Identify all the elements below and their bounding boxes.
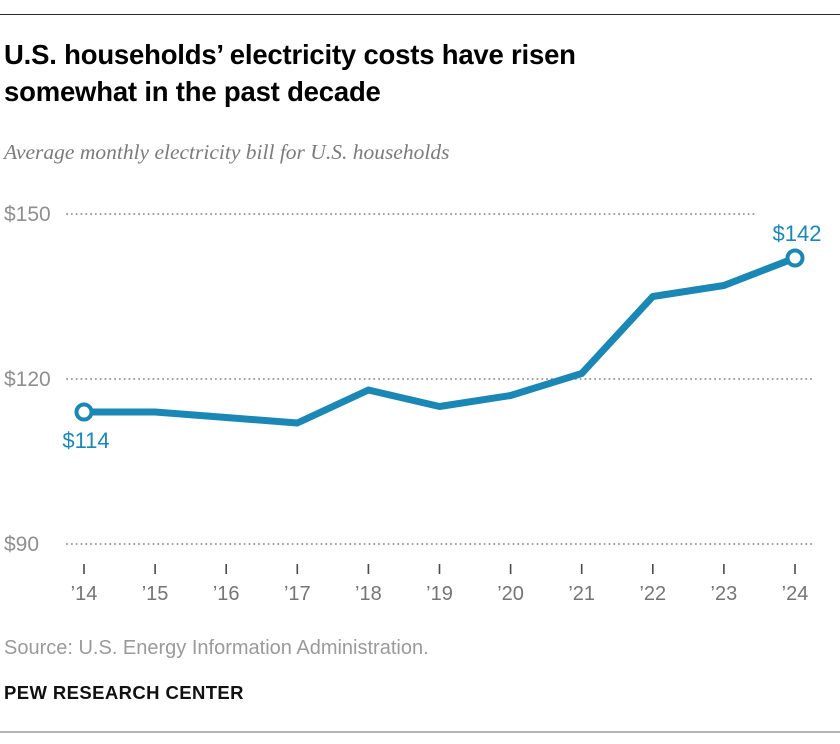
line-chart: $150 $120 $90 ’14 ’15 ’16 ’17 ’18 ’19 ’20 ’21 ’22 ’2…: [4, 203, 822, 605]
x-tick-label: ’16: [213, 583, 240, 605]
x-tick-label: ’24: [782, 583, 809, 605]
endpoint-marker: [74, 402, 94, 422]
endpoint-marker: [785, 248, 805, 268]
y-axis-label: $150: [4, 203, 51, 226]
series-line: [84, 254, 797, 427]
x-tick-label: ’15: [142, 583, 169, 605]
brand-footer: PEW RESEARCH CENTER: [4, 682, 244, 703]
source-note: Source: U.S. Energy Information Administ…: [4, 637, 429, 659]
x-tick-label: ’22: [639, 583, 666, 605]
x-tick-label: ’17: [284, 583, 311, 605]
x-tick-label: ’14: [71, 583, 98, 605]
chart-subtitle: Average monthly electricity bill for U.S…: [4, 140, 450, 164]
x-tick-label: ’21: [568, 583, 595, 605]
bottom-divider: [0, 731, 840, 733]
y-axis-label: $120: [4, 368, 51, 391]
x-tick-label: ’19: [426, 583, 453, 605]
x-tick-label: ’18: [355, 583, 382, 605]
chart-title: U.S. households’ electricity costs have …: [4, 39, 576, 107]
y-axis-label: $90: [4, 533, 39, 556]
point-label: $142: [773, 221, 822, 246]
x-tick-label: ’23: [711, 583, 738, 605]
x-tick-label: ’20: [497, 583, 524, 605]
top-divider: [0, 14, 840, 15]
point-label: $114: [62, 428, 109, 453]
